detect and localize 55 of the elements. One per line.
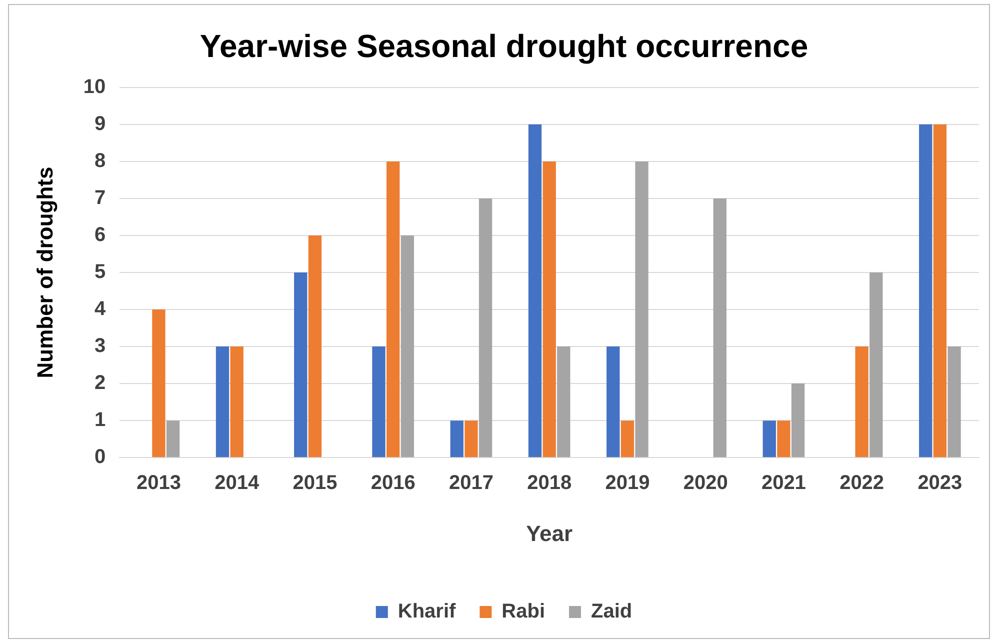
y-tick-label: 3 bbox=[94, 335, 106, 358]
y-tick-label: 5 bbox=[94, 261, 106, 284]
bar bbox=[762, 420, 776, 458]
y-tick-label: 2 bbox=[94, 372, 106, 394]
bar bbox=[478, 198, 492, 458]
x-tick-label: 2017 bbox=[448, 472, 494, 494]
bar bbox=[620, 420, 634, 458]
y-tick-label: 0 bbox=[94, 446, 106, 468]
bar bbox=[777, 420, 790, 458]
y-tick-label: 9 bbox=[94, 112, 106, 135]
bar bbox=[855, 346, 868, 458]
x-tick-label: 2014 bbox=[214, 472, 260, 494]
legend-label: Zaid bbox=[591, 600, 632, 623]
bar bbox=[542, 161, 556, 458]
bar bbox=[870, 272, 883, 458]
x-tick-label: 2021 bbox=[761, 472, 806, 494]
bar bbox=[400, 235, 414, 458]
bar bbox=[450, 420, 464, 458]
x-tick-label: 2013 bbox=[136, 472, 181, 494]
bar bbox=[372, 346, 386, 458]
bar bbox=[557, 346, 570, 458]
bar bbox=[230, 346, 244, 458]
bar bbox=[464, 420, 478, 458]
y-tick-label: 10 bbox=[83, 76, 106, 98]
y-tick-label: 6 bbox=[94, 224, 106, 246]
x-tick-label: 2023 bbox=[918, 472, 962, 494]
bar bbox=[713, 198, 726, 458]
bar bbox=[152, 310, 166, 458]
x-tick-label: 2016 bbox=[370, 472, 416, 494]
y-tick-label: 1 bbox=[94, 409, 106, 432]
bar bbox=[166, 420, 180, 458]
bar bbox=[294, 272, 308, 458]
y-tick-label: 7 bbox=[94, 186, 106, 209]
bar bbox=[308, 235, 322, 458]
y-tick-label: 8 bbox=[94, 150, 106, 172]
x-tick-label: 2019 bbox=[605, 472, 650, 494]
bar bbox=[635, 161, 648, 458]
bar bbox=[933, 124, 947, 458]
bar bbox=[919, 124, 932, 458]
bar bbox=[948, 346, 961, 458]
bar bbox=[216, 346, 230, 458]
x-tick-label: 2015 bbox=[292, 472, 338, 494]
x-tick-label: 2018 bbox=[527, 472, 572, 494]
legend-label: Kharif bbox=[398, 600, 456, 623]
bar bbox=[791, 384, 805, 458]
x-axis-title: Year bbox=[526, 520, 574, 546]
bar bbox=[606, 346, 620, 458]
y-axis-title: Number of droughts bbox=[32, 166, 58, 378]
bar bbox=[528, 124, 542, 458]
bar bbox=[386, 161, 400, 458]
chart-title: Year-wise Seasonal drought occurrence bbox=[200, 28, 808, 64]
x-tick-label: 2022 bbox=[840, 472, 884, 494]
x-tick-label: 2020 bbox=[683, 472, 728, 494]
y-tick-label: 4 bbox=[94, 298, 107, 320]
legend-label: Rabi bbox=[502, 600, 546, 623]
